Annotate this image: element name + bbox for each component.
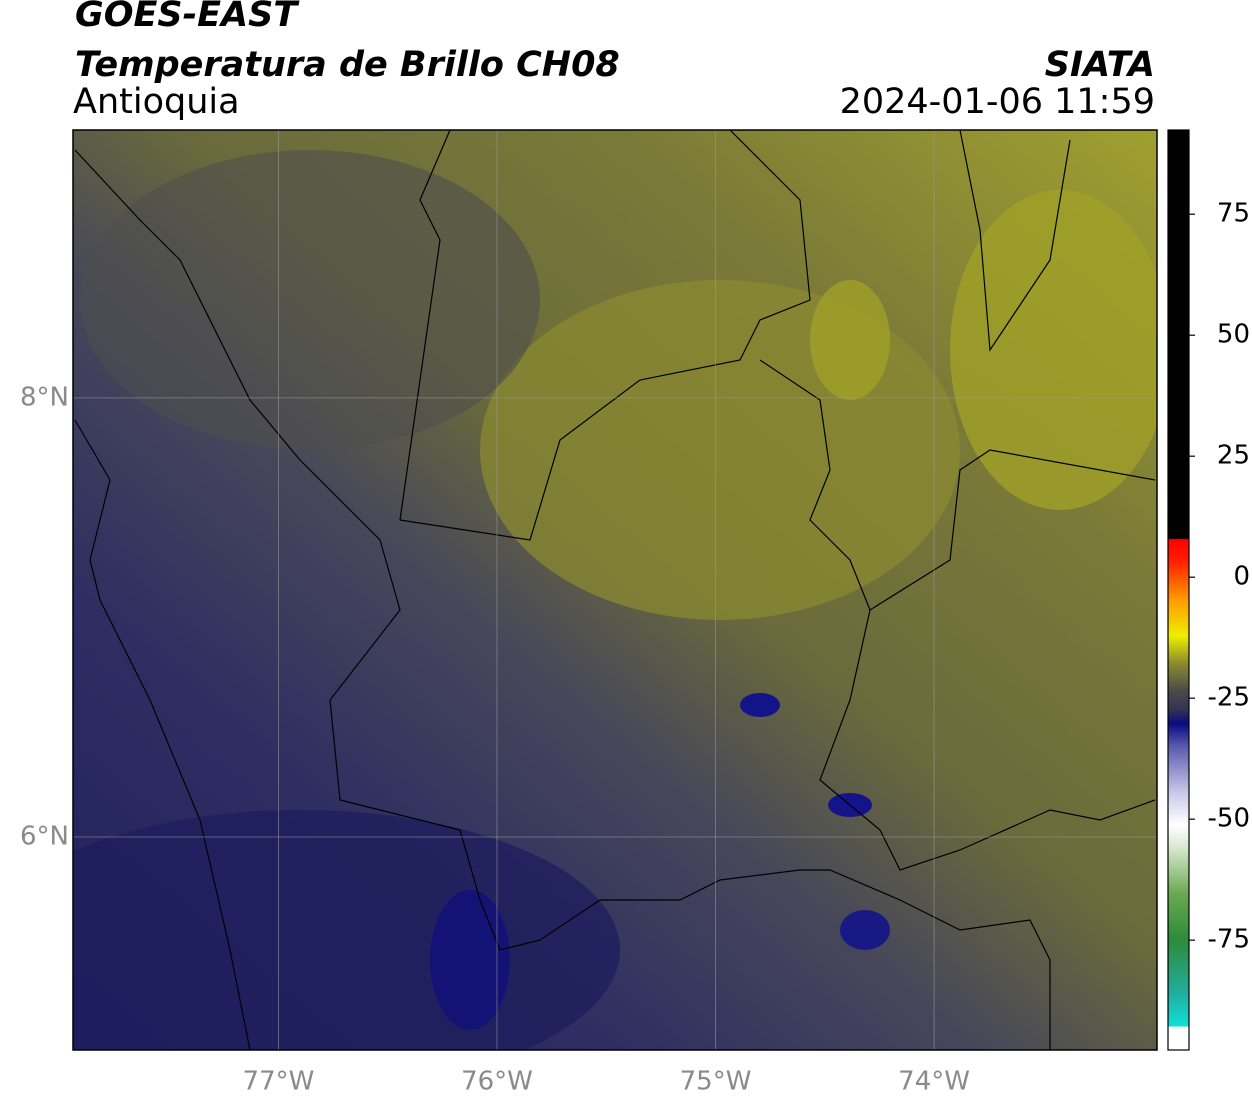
boundary xyxy=(959,130,1071,352)
warm-region xyxy=(810,280,890,400)
colorbar-tick-label: 0 xyxy=(1233,562,1250,592)
region-label: Antioquia xyxy=(73,82,240,122)
colorbar-tick-label: -50 xyxy=(1208,804,1250,834)
colorbar-tick-label: -75 xyxy=(1208,925,1250,955)
boundary xyxy=(759,359,1156,611)
boundary xyxy=(399,130,811,541)
boundary xyxy=(74,149,1051,1050)
coastline xyxy=(74,419,251,1050)
lon-tick-label: 75°W xyxy=(680,1067,752,1097)
title: GOES-EAST xyxy=(75,0,300,35)
colorbar-tick-label: 75 xyxy=(1217,199,1250,229)
cold-cloud xyxy=(840,910,890,950)
product-title: Temperatura de Brillo CH08 xyxy=(75,45,620,85)
map-frame xyxy=(72,129,1158,1051)
colorbar-tick-label: 50 xyxy=(1217,320,1250,350)
colorbar-tick-label: -25 xyxy=(1208,683,1250,713)
map-axes: 77°W 76°W 75°W 74°W 6°N 8°N xyxy=(20,130,1157,1097)
mid-region xyxy=(80,150,540,450)
lon-tick-label: 74°W xyxy=(898,1067,970,1097)
lon-tick-label: 76°W xyxy=(461,1067,533,1097)
colorbar xyxy=(1167,129,1190,1051)
cold-cloud xyxy=(740,693,780,717)
colorbar-tick-label: 25 xyxy=(1217,441,1250,471)
warm-region xyxy=(950,190,1157,510)
lat-tick-label: 6°N xyxy=(20,822,69,852)
cold-region xyxy=(430,890,510,1030)
colorbar-axis: -75 -50 -25 0 25 50 75 xyxy=(1189,199,1250,955)
map-image xyxy=(73,130,1157,1050)
datetime-label: 2024-01-06 11:59 xyxy=(840,82,1155,122)
source-label: SIATA xyxy=(1045,45,1155,85)
lat-tick-label: 8°N xyxy=(20,382,69,412)
cold-region xyxy=(73,810,620,1050)
lon-tick-label: 77°W xyxy=(243,1067,315,1097)
boundary xyxy=(399,130,451,521)
boundary xyxy=(819,609,1156,871)
